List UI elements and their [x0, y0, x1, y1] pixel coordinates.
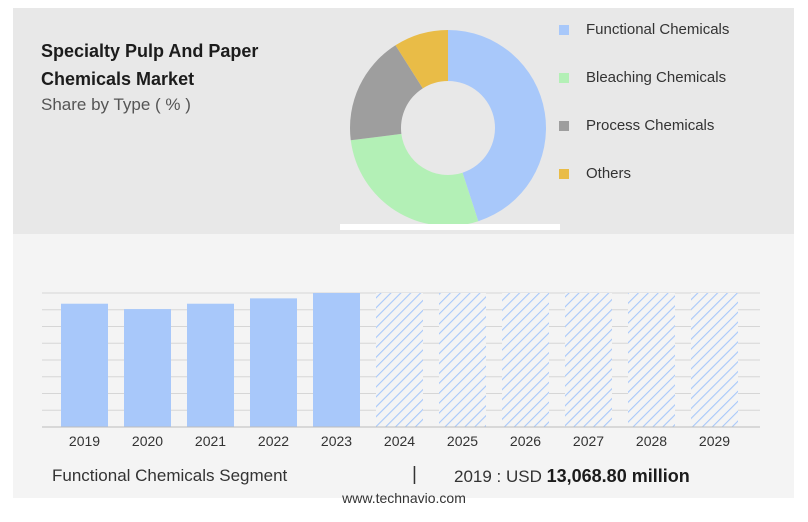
- legend-swatch: [559, 121, 569, 131]
- x-tick-label: 2025: [447, 433, 478, 449]
- x-tick-label: 2026: [510, 433, 541, 449]
- footer-separator: |: [412, 464, 417, 485]
- donut-clip: [340, 224, 560, 230]
- bar-2028[interactable]: [628, 293, 675, 427]
- bar-chart: 2019 2020 2021 2022 2023 2024 2025 2026 2027 2028…: [42, 292, 760, 449]
- bar-2019[interactable]: [61, 303, 108, 427]
- pie-slice-functional-chemicals[interactable]: [448, 30, 546, 222]
- chart-title: Specialty Pulp And Paper Chemicals Marke…: [41, 41, 259, 89]
- pie-slice-others[interactable]: [395, 30, 448, 89]
- source-link[interactable]: www.technavio.com: [342, 490, 466, 506]
- x-tick-label: 2027: [573, 433, 604, 449]
- bar-2029[interactable]: [691, 293, 738, 427]
- x-tick-label: 2024: [384, 433, 415, 449]
- legend-swatch: [559, 169, 569, 179]
- bar-2027[interactable]: [565, 293, 612, 427]
- x-tick-label: 2028: [636, 433, 667, 449]
- legend-label: Others: [586, 165, 632, 182]
- x-tick-label: 2021: [195, 433, 226, 449]
- legend-swatch: [559, 73, 569, 83]
- segment-label: Functional Chemicals Segment: [52, 466, 288, 485]
- pie-slice-bleaching-chemicals[interactable]: [350, 133, 479, 226]
- bar-2026[interactable]: [502, 293, 549, 427]
- segment-value-amount: 13,068.80 million: [546, 466, 690, 486]
- legend-label: Bleaching Chemicals: [586, 69, 727, 86]
- segment-value: 2019 : USD 13,068.80 million: [454, 466, 690, 487]
- bar-2020[interactable]: [124, 309, 171, 427]
- segment-year-label: 2019 : USD: [454, 467, 542, 486]
- x-tick-label: 2029: [699, 433, 730, 449]
- x-tick-label: 2023: [321, 433, 352, 449]
- x-tick-label: 2022: [258, 433, 289, 449]
- donut-chart: [340, 30, 560, 230]
- x-tick-label: 2019: [69, 433, 100, 449]
- chart-subtitle: Share by Type ( % ): [41, 95, 191, 114]
- bar-2024[interactable]: [376, 293, 423, 427]
- bar-2025[interactable]: [439, 293, 486, 427]
- bar-2022[interactable]: [250, 298, 297, 427]
- pie-slice-process-chemicals[interactable]: [350, 45, 423, 141]
- legend-label: Functional Chemicals: [586, 21, 730, 38]
- bar-2023[interactable]: [313, 293, 360, 427]
- legend-swatch: [559, 25, 569, 35]
- x-tick-label: 2020: [132, 433, 163, 449]
- bar-2021[interactable]: [187, 303, 234, 427]
- legend-label: Process Chemicals: [586, 117, 715, 134]
